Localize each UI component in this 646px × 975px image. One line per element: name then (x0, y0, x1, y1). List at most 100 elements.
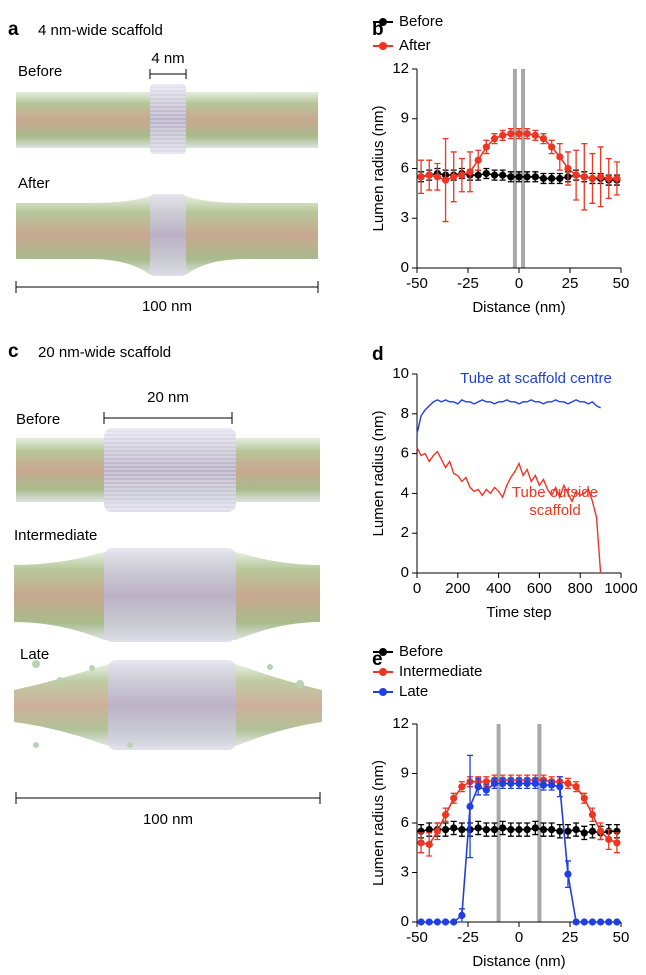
series-line (416, 447, 602, 574)
x-tick-label: -50 (406, 929, 428, 946)
scale-label: 100 nm (142, 298, 192, 315)
series-label: Tube at scaffold centre (460, 370, 612, 387)
marker (539, 174, 548, 183)
marker (441, 176, 450, 184)
panel-title: 20 nm-wide scaffold (38, 344, 171, 361)
axes (416, 724, 621, 923)
marker (417, 839, 425, 847)
y-tick-label: 8 (401, 405, 409, 422)
marker (580, 173, 588, 181)
state-label: Before (18, 63, 62, 80)
panel-letter: c (8, 341, 19, 362)
marker (515, 173, 523, 181)
scaffold-bar (103, 412, 233, 424)
state-label: Late (20, 646, 49, 663)
marker (548, 143, 556, 151)
marker (482, 826, 490, 834)
marker (515, 130, 523, 138)
marker (441, 826, 450, 834)
marker (425, 171, 433, 179)
marker (597, 827, 605, 835)
marker (441, 918, 450, 926)
legend-marker (379, 668, 387, 676)
marker (564, 827, 572, 835)
scaffold-width-label: 4 nm (151, 50, 184, 67)
marker (417, 918, 425, 926)
marker (556, 783, 564, 791)
y-axis-title: Lumen radius (nm) (370, 760, 387, 886)
y-axis-title: Lumen radius (nm) (370, 106, 387, 232)
x-tick-label: -50 (406, 275, 428, 292)
legend-marker (379, 688, 387, 696)
particles (32, 660, 304, 748)
marker (515, 779, 523, 788)
marker (556, 174, 564, 183)
legend-label: Intermediate (399, 663, 482, 680)
marker (474, 824, 482, 832)
marker (539, 781, 548, 789)
x-tick-label: 800 (568, 580, 593, 597)
marker (499, 131, 507, 139)
y-tick-label: 6 (401, 814, 409, 831)
x-tick-label: 50 (613, 275, 630, 292)
y-tick-label: 12 (392, 60, 409, 77)
marker (580, 794, 588, 802)
legend-marker (379, 648, 387, 656)
y-tick-label: 9 (401, 110, 409, 127)
marker (548, 781, 556, 789)
panel-c: c 20 nm-wide scaffold 20 nm Before Inter… (8, 341, 322, 828)
marker (474, 171, 482, 179)
legend-marker (379, 18, 387, 26)
scaffold (104, 548, 236, 642)
marker (588, 827, 597, 835)
marker (580, 918, 588, 926)
marker (564, 779, 572, 788)
scaffold-width-label: 20 nm (147, 389, 189, 406)
scaffold-texture (150, 84, 186, 154)
marker (556, 153, 564, 161)
y-tick-label: 10 (392, 365, 409, 382)
x-axis-title: Time step (486, 604, 551, 621)
marker (458, 783, 466, 791)
scaffold (150, 194, 186, 276)
marker (572, 171, 580, 179)
marker (433, 827, 441, 835)
marker (539, 826, 548, 834)
marker (466, 168, 474, 176)
x-tick-label: 0 (515, 929, 523, 946)
marker (523, 826, 531, 834)
marker (450, 173, 458, 181)
panel-a: a 4 nm-wide scaffold Before 4 nm After 1… (8, 19, 319, 315)
marker (450, 918, 458, 926)
x-tick-label: 25 (562, 275, 579, 292)
marker (450, 824, 458, 832)
marker (507, 173, 515, 181)
scale-bar (15, 281, 319, 293)
y-tick-label: 0 (401, 913, 409, 930)
y-tick-label: 3 (401, 209, 409, 226)
marker (523, 779, 531, 788)
marker (441, 811, 450, 819)
panel-title: 4 nm-wide scaffold (38, 22, 163, 39)
marker (458, 171, 466, 179)
marker (605, 918, 613, 926)
axes (416, 374, 621, 574)
y-tick-label: 3 (401, 863, 409, 880)
marker (572, 783, 580, 791)
marker (515, 826, 523, 834)
marker (597, 173, 605, 181)
y-tick-label: 9 (401, 764, 409, 781)
marker (482, 169, 490, 178)
axes (416, 69, 621, 269)
scaffold-bar (149, 69, 187, 79)
marker (564, 164, 572, 173)
series-label: Tube outside scaffold (511, 484, 599, 519)
marker (425, 840, 433, 849)
marker (490, 826, 499, 834)
panel-letter: b (372, 19, 384, 40)
marker (605, 835, 613, 844)
marker (531, 131, 539, 139)
panel-letter: d (372, 344, 384, 365)
marker (597, 918, 605, 926)
x-tick-label: 1000 (604, 580, 637, 597)
